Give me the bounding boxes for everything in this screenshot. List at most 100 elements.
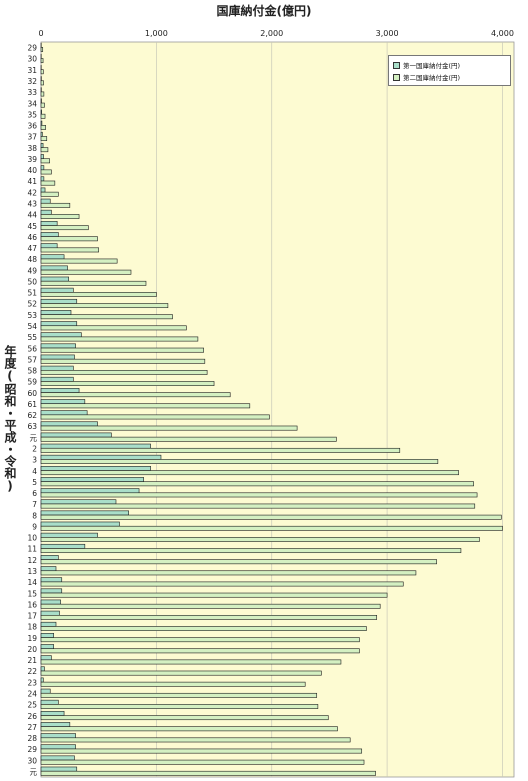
bar-first [40, 755, 75, 761]
bar-second [40, 214, 80, 219]
y-tick-label: 63 [27, 422, 37, 431]
bar-second [40, 715, 329, 721]
bar-second [40, 292, 157, 297]
bar-second [40, 425, 298, 431]
y-tick-label: 50 [27, 277, 37, 286]
y-tick-label: 36 [27, 122, 37, 131]
bar-second [40, 592, 388, 598]
bar-first [40, 633, 54, 638]
y-tick-label: 15 [27, 589, 37, 598]
bar-second [40, 113, 46, 119]
bar-first [40, 744, 76, 750]
y-tick-label: 25 [27, 701, 37, 710]
bar-first [40, 220, 58, 226]
bar-second [40, 369, 208, 375]
bar-second [40, 147, 49, 153]
bar-second [40, 414, 270, 420]
x-tick-label: 3,000 [376, 29, 399, 38]
bar-first [40, 376, 74, 382]
bar-first [40, 710, 65, 716]
bar-first [40, 443, 151, 449]
bar-first [40, 287, 74, 293]
y-tick-label: 51 [27, 289, 37, 298]
bar-second [40, 169, 52, 175]
bar-first [40, 655, 52, 661]
y-tick-label: 9 [32, 522, 37, 531]
y-tick-label: 元 [30, 767, 38, 776]
bar-second [40, 358, 206, 364]
bar-first [40, 254, 65, 260]
y-tick-label: 29 [27, 745, 37, 754]
y-tick-label: 49 [27, 266, 37, 275]
y-tick-label: 18 [27, 623, 37, 632]
y-tick-label: 52 [27, 300, 37, 309]
bar-first [40, 143, 44, 148]
x-tick-label: 4,000 [491, 29, 514, 38]
bar-first [40, 677, 44, 683]
y-tick-label: 6 [32, 489, 37, 498]
y-tick-label: 19 [27, 634, 37, 643]
bar-second [40, 336, 199, 342]
bar-first [40, 722, 71, 727]
y-tick-label: 3 [32, 456, 37, 465]
y-tick-label: 8 [32, 511, 37, 520]
bar-second [40, 158, 50, 164]
bar-second [40, 748, 363, 754]
bar-second [40, 770, 376, 776]
bar-second [40, 136, 48, 141]
y-tick-label: 58 [27, 367, 37, 376]
bar-second [40, 125, 46, 130]
bar-second [40, 303, 169, 309]
bar-second [40, 492, 478, 498]
bar-second [40, 559, 438, 565]
bar-first [40, 354, 75, 360]
bar-second [40, 459, 439, 464]
bar-first [40, 310, 72, 315]
bar-second [40, 58, 44, 64]
y-tick-label: 35 [27, 110, 37, 119]
bar-first [40, 265, 68, 271]
bar-first [40, 510, 129, 516]
y-tick-label: 37 [27, 133, 37, 142]
y-tick-label: 11 [27, 545, 37, 554]
y-tick-label: 2 [32, 444, 37, 453]
y-tick-label: 21 [27, 656, 37, 665]
y-tick-label: 45 [27, 222, 37, 231]
bar-second [40, 525, 503, 531]
y-tick-label: 27 [27, 723, 37, 732]
x-tick-label: 1,000 [145, 29, 168, 38]
bar-second [40, 47, 44, 52]
bar-second [40, 180, 56, 186]
bar-first [40, 399, 86, 405]
y-tick-label: 34 [27, 99, 37, 108]
bar-first [40, 421, 98, 427]
y-tick-label: 30 [27, 756, 37, 765]
bar-second [40, 637, 360, 643]
bar-first [40, 610, 60, 616]
bar-second [40, 759, 365, 765]
y-tick-label: 元 [30, 433, 38, 442]
bar-first [40, 332, 82, 338]
plot-area [40, 41, 515, 778]
bar-second [40, 670, 322, 676]
bar-first [40, 187, 46, 193]
bar-second [40, 704, 319, 709]
bar-second [40, 581, 404, 587]
bar-second [40, 603, 381, 609]
bar-second [40, 69, 44, 75]
y-tick-label: 31 [27, 66, 37, 75]
bar-second [40, 381, 215, 386]
y-tick-label: 17 [27, 612, 37, 621]
y-tick-label: 16 [27, 600, 37, 609]
bar-first [40, 532, 98, 538]
y-tick-label: 23 [27, 678, 37, 687]
bar-first [40, 410, 88, 416]
legend-label-second: 第二国庫納付金(円) [403, 74, 461, 82]
bar-second [40, 436, 337, 442]
bar-first [40, 454, 162, 460]
bar-first [40, 432, 112, 438]
bar-second [40, 347, 204, 353]
bar-second [40, 80, 44, 86]
y-tick-label: 7 [32, 500, 37, 509]
y-tick-label: 20 [27, 645, 37, 654]
